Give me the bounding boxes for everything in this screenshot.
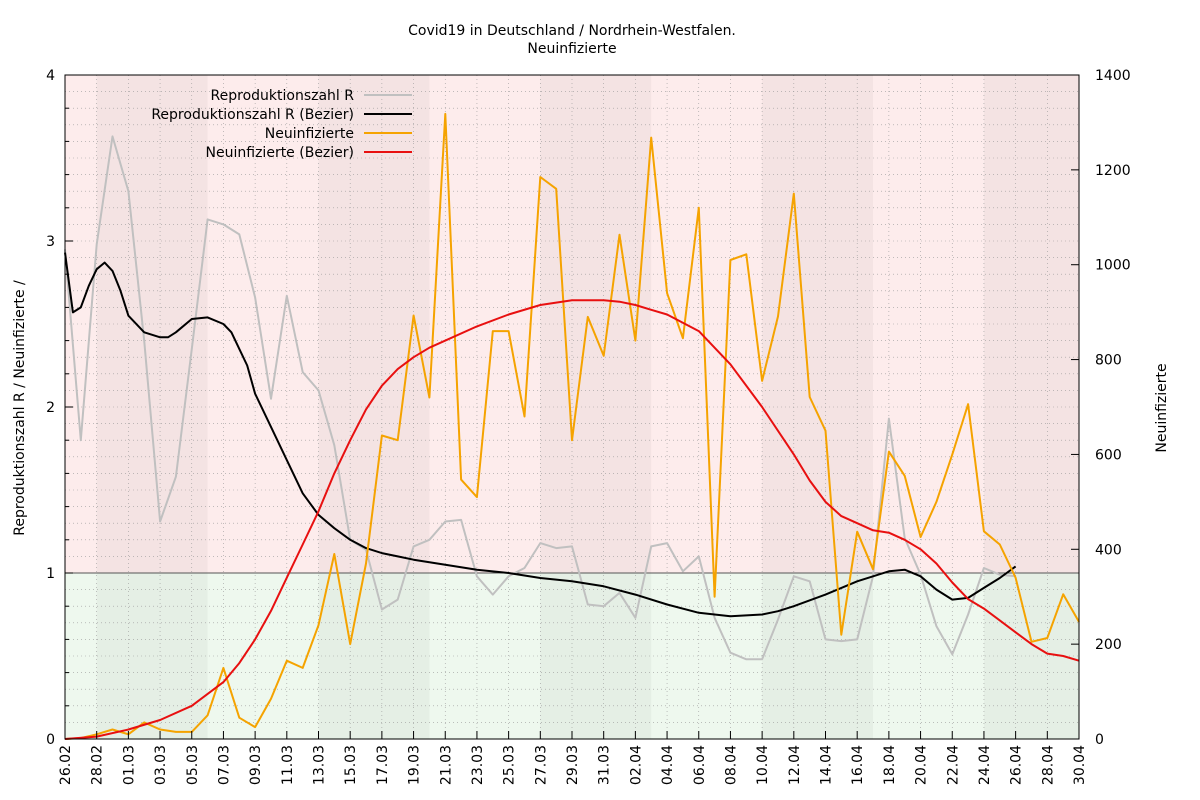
x-tick-label: 10.04 <box>755 745 771 785</box>
legend-label: Reproduktionszahl R (Bezier) <box>151 107 354 123</box>
x-tick-label: 06.04 <box>692 745 708 785</box>
y-axis-right-label: Neuinfizierte <box>1154 363 1170 452</box>
axis-ticks: 0 1 2 3 4 0 200 400 600 800 1000 1200 1400 26.02 28.02… <box>46 68 1131 785</box>
series-line-1 <box>64 135 1016 661</box>
legend-label: Reproduktionszahl R <box>211 88 355 104</box>
x-tick-label: 20.04 <box>914 745 930 785</box>
x-tick-label: 02.04 <box>628 745 644 785</box>
x-tick-label: 24.04 <box>977 745 993 785</box>
y-right-tick-label: 600 <box>1095 447 1122 463</box>
x-tick-label: 16.04 <box>850 745 866 785</box>
y-left-tick-label: 4 <box>46 68 55 84</box>
x-tick-label: 22.04 <box>945 745 961 785</box>
x-tick-label: 30.04 <box>1072 745 1088 785</box>
y-left-tick-label: 3 <box>46 234 55 250</box>
x-tick-label: 11.03 <box>280 745 296 785</box>
y-right-tick-label: 1200 <box>1095 163 1131 179</box>
x-tick-label: 15.03 <box>343 745 359 785</box>
y-right-tick-label: 1000 <box>1095 258 1131 274</box>
x-tick-label: 01.03 <box>121 745 137 785</box>
x-tick-label: 28.04 <box>1040 745 1056 785</box>
x-tick-label: 26.02 <box>58 745 74 785</box>
legend-label: Neuinfizierte (Bezier) <box>206 145 354 161</box>
y-left-tick-label: 1 <box>46 566 55 582</box>
y-left-tick-label: 0 <box>46 732 55 748</box>
y-right-tick-label: 800 <box>1095 353 1122 369</box>
y-left-tick-label: 2 <box>46 400 55 416</box>
legend-label: Neuinfizierte <box>265 126 354 142</box>
x-tick-label: 08.04 <box>723 745 739 785</box>
legend: Reproduktionszahl R Reproduktionszahl R (… <box>151 88 412 161</box>
series-line-2 <box>64 252 1017 618</box>
x-tick-label: 28.02 <box>90 745 106 785</box>
x-tick-label: 29.03 <box>565 745 581 785</box>
week-band <box>540 75 651 739</box>
y-right-tick-label: 400 <box>1095 542 1122 558</box>
x-tick-label: 12.04 <box>787 745 803 785</box>
y-right-tick-label: 1400 <box>1095 68 1131 84</box>
x-tick-label: 19.03 <box>407 745 423 785</box>
x-tick-label: 04.04 <box>660 745 676 785</box>
x-tick-label: 31.03 <box>597 745 613 785</box>
x-tick-label: 07.03 <box>216 745 232 785</box>
x-tick-label: 23.03 <box>470 745 486 785</box>
x-tick-label: 26.04 <box>1009 745 1025 785</box>
x-tick-label: 03.03 <box>153 745 169 785</box>
x-tick-label: 13.03 <box>312 745 328 785</box>
x-tick-label: 18.04 <box>882 745 898 785</box>
x-tick-label: 09.03 <box>248 745 264 785</box>
x-tick-label: 17.03 <box>375 745 391 785</box>
y-right-tick-label: 0 <box>1095 732 1104 748</box>
series-lines <box>64 112 1080 740</box>
x-tick-label: 21.03 <box>438 745 454 785</box>
x-tick-label: 05.03 <box>185 745 201 785</box>
series-line-4 <box>64 299 1080 740</box>
chart-title: Covid19 in Deutschland / Nordrhein-Westf… <box>408 23 736 39</box>
series-line-3 <box>64 112 1080 740</box>
y-axis-left-label: Reproduktionszahl R / Neuinfizierte / <box>12 280 28 536</box>
chart-subtitle: Neuinfizierte <box>527 41 616 57</box>
x-tick-label: 25.03 <box>502 745 518 785</box>
x-tick-label: 14.04 <box>819 745 835 785</box>
x-tick-label: 27.03 <box>533 745 549 785</box>
y-right-tick-label: 200 <box>1095 637 1122 653</box>
